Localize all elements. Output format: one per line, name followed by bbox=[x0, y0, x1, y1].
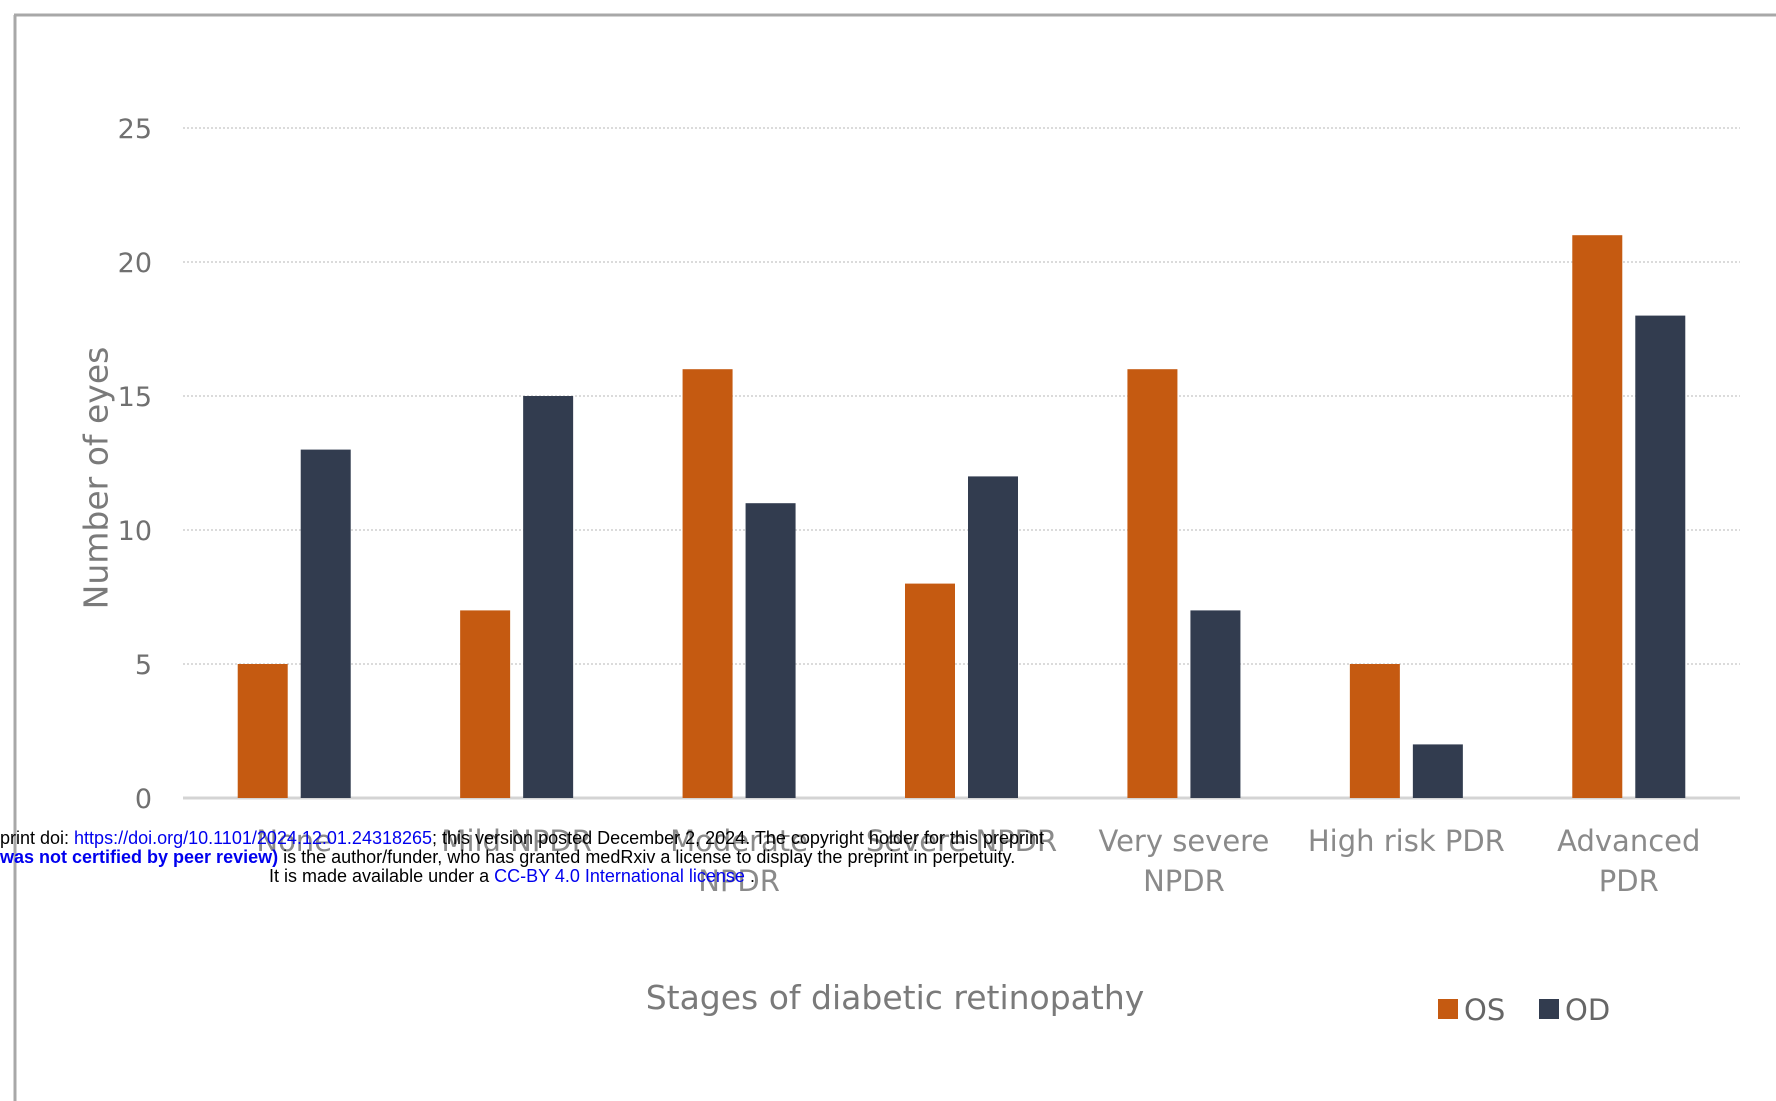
legend-label-os: OS bbox=[1464, 993, 1505, 1027]
preprint-line-3: It is made available under a CC-BY 4.0 I… bbox=[269, 867, 755, 886]
x-category-label: Moderate bbox=[670, 824, 808, 858]
doi-link[interactable]: https://doi.org/10.1101/2024.12.01.24318… bbox=[74, 828, 433, 848]
x-category-label: Mild NPDR bbox=[441, 824, 591, 858]
availability-end: . bbox=[744, 866, 755, 886]
bar-od bbox=[1635, 315, 1686, 798]
legend-swatch-os bbox=[1438, 999, 1458, 1019]
y-axis-ticks: 0 5 10 15 20 25 bbox=[118, 114, 152, 815]
x-category-label: Very severe bbox=[1099, 824, 1270, 858]
doi-prefix: print doi: bbox=[0, 828, 75, 848]
bar-od bbox=[523, 396, 574, 798]
bar-od bbox=[745, 503, 796, 798]
x-category-label: NPDR bbox=[698, 864, 780, 898]
bar-od bbox=[1412, 744, 1463, 798]
y-tick-label: 20 bbox=[118, 248, 152, 279]
legend: OS OD bbox=[1438, 993, 1610, 1027]
y-tick-label: 5 bbox=[135, 650, 152, 681]
bar-os bbox=[1572, 235, 1623, 798]
bar-os bbox=[1127, 369, 1178, 798]
x-category-label: High risk PDR bbox=[1308, 824, 1505, 858]
bar-os bbox=[682, 369, 733, 798]
x-category-label: None bbox=[256, 824, 332, 858]
y-tick-label: 0 bbox=[135, 784, 152, 815]
peer-review-notice: was not certified by peer review) bbox=[0, 847, 279, 867]
bar-od bbox=[300, 449, 351, 798]
posting-info: ; this version posted December 2, 2024. … bbox=[432, 828, 1045, 848]
legend-swatch-od bbox=[1539, 999, 1559, 1019]
preprint-line-2: was not certified by peer review) is the… bbox=[0, 848, 1015, 867]
y-tick-label: 10 bbox=[118, 516, 152, 547]
y-tick-label: 15 bbox=[118, 382, 152, 413]
bar-os bbox=[1349, 664, 1400, 798]
bar-od bbox=[968, 476, 1018, 798]
x-axis-category-labels: None Mild NPDR Moderate NPDR Severe NPDR Very… bbox=[256, 824, 1700, 898]
gridlines bbox=[183, 127, 1740, 800]
preprint-line-1: print doi: https://doi.org/10.1101/2024.… bbox=[0, 829, 1044, 848]
legend-label-od: OD bbox=[1565, 993, 1610, 1027]
x-category-label: Advanced bbox=[1557, 824, 1700, 858]
x-category-label: Severe NPDR bbox=[866, 824, 1057, 858]
x-category-label: NPDR bbox=[1143, 864, 1225, 898]
bars bbox=[237, 235, 1686, 798]
license-holder-text: is the author/funder, who has granted me… bbox=[278, 847, 1016, 867]
y-axis-title: Number of eyes bbox=[77, 347, 116, 610]
bar-os bbox=[237, 664, 288, 798]
bar-os bbox=[460, 610, 511, 798]
x-axis-title: Stages of diabetic retinopathy bbox=[646, 978, 1145, 1017]
x-category-label: PDR bbox=[1599, 864, 1659, 898]
availability-text: It is made available under a bbox=[269, 866, 495, 886]
bar-os bbox=[905, 583, 955, 798]
y-tick-label: 25 bbox=[118, 114, 152, 145]
bar-od bbox=[1190, 610, 1241, 798]
license-link[interactable]: CC-BY 4.0 International license bbox=[494, 866, 745, 886]
